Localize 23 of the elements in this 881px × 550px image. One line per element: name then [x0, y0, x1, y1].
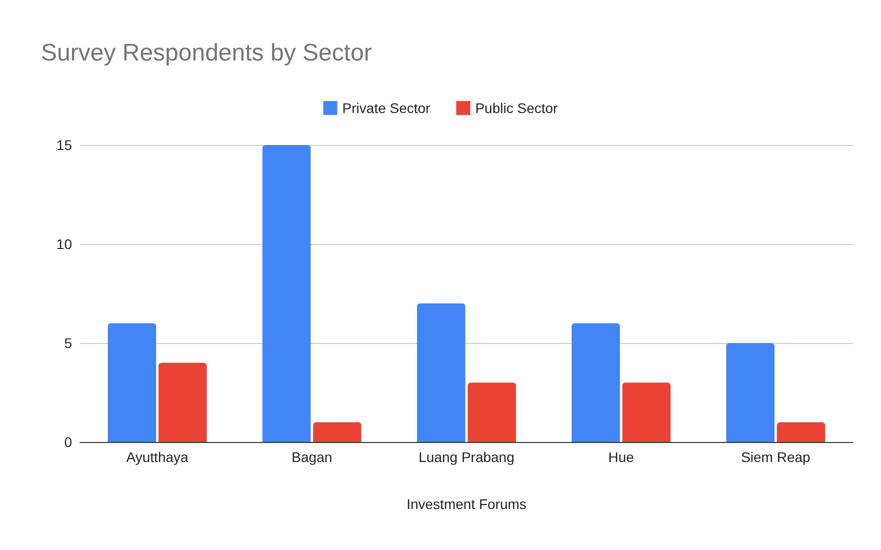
bar — [622, 382, 671, 442]
bar — [313, 422, 362, 442]
bar — [108, 323, 156, 442]
x-tick-label: Hue — [608, 449, 634, 465]
bar — [776, 422, 826, 442]
legend-label: Public Sector — [475, 100, 558, 116]
bar — [417, 303, 466, 442]
y-tick-label: 10 — [56, 236, 72, 252]
bar — [468, 382, 516, 442]
bar — [726, 343, 774, 442]
y-tick-label: 15 — [56, 137, 72, 153]
bar — [158, 362, 207, 442]
legend-label: Private Sector — [342, 100, 431, 116]
x-axis-title: Investment Forums — [406, 496, 526, 512]
bar — [262, 145, 311, 442]
chart-title: Survey Respondents by Sector — [41, 40, 372, 66]
bar — [572, 323, 620, 442]
x-tick-label: Ayutthaya — [126, 449, 189, 465]
y-tick-label: 0 — [64, 434, 72, 450]
x-tick-label: Luang Prabang — [418, 449, 514, 465]
x-tick-label: Bagan — [292, 449, 332, 465]
y-tick-label: 5 — [64, 335, 72, 351]
x-tick-label: Siem Reap — [741, 449, 811, 465]
